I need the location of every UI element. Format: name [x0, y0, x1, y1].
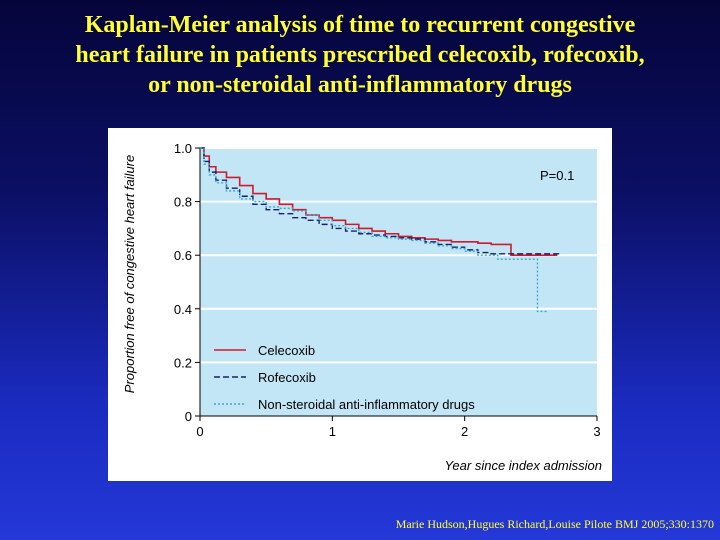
x-tick-label: 2: [461, 424, 468, 439]
y-tick-label: 0.6: [174, 248, 192, 263]
y-tick-label: 0: [185, 409, 192, 424]
title-line-3: or non-steroidal anti-inflammatory drugs: [148, 72, 572, 98]
series-line-non-steroidal-anti-inflammatory-drugs: [200, 147, 547, 313]
y-tick-label: 1.0: [174, 141, 192, 156]
legend-label: Celecoxib: [258, 343, 315, 358]
series-lines: [200, 147, 560, 313]
x-tick-label: 3: [593, 424, 600, 439]
y-tick-label: 0.2: [174, 355, 192, 370]
citation: Marie Hudson,Hugues Richard,Louise Pilot…: [395, 517, 714, 531]
chart-panel: 0 0.2 0.4 0.6 0.8 1.0 0 1 2 3 P=0.1 Celecoxib Rof…: [108, 128, 612, 481]
y-axis-label: Proportion free of congestive heart fail…: [122, 155, 137, 393]
plot-area: [200, 148, 597, 416]
p-value-annotation: P=0.1: [540, 168, 574, 183]
y-tick-label: 0.4: [174, 302, 192, 317]
km-chart: 0 0.2 0.4 0.6 0.8 1.0 0 1 2 3 P=0.1 Celecoxib Rof…: [122, 141, 602, 473]
legend-label: Non-steroidal anti-inflammatory drugs: [258, 397, 475, 412]
x-axis-label: Year since index admission: [444, 458, 602, 473]
x-tick-labels: 0 1 2 3: [196, 416, 601, 439]
title-line-1: Kaplan-Meier analysis of time to recurre…: [84, 12, 636, 38]
y-tick-labels: 0 0.2 0.4 0.6 0.8 1.0: [174, 141, 200, 424]
slide-title: Kaplan-Meier analysis of time to recurre…: [0, 10, 720, 100]
legend-label: Rofecoxib: [258, 370, 316, 385]
y-tick-label: 0.8: [174, 195, 192, 210]
series-line-celecoxib: [200, 147, 558, 256]
title-line-2: heart failure in patients prescribed cel…: [75, 42, 645, 68]
x-tick-label: 1: [329, 424, 336, 439]
legend: Celecoxib Rofecoxib Non-steroidal anti-inf…: [214, 343, 475, 412]
series-line-rofecoxib: [200, 147, 560, 255]
x-tick-label: 0: [196, 424, 203, 439]
